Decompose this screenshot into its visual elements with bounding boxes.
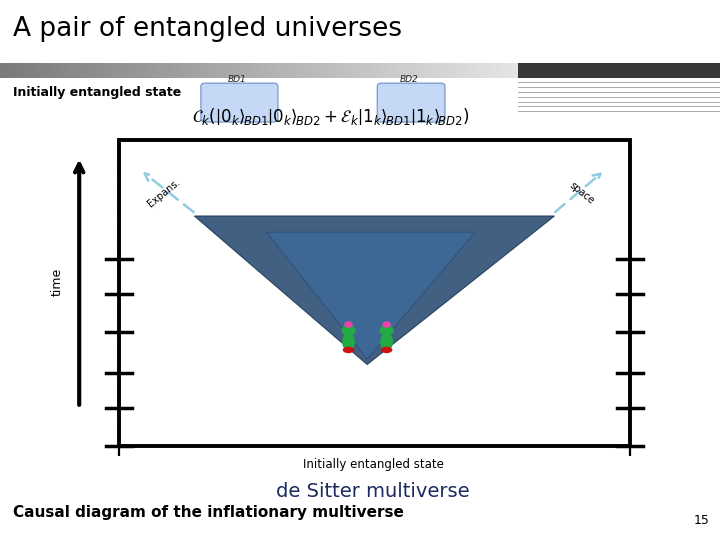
Bar xyxy=(268,63,276,78)
Ellipse shape xyxy=(381,347,392,353)
Bar xyxy=(190,63,199,78)
Bar xyxy=(397,63,406,78)
Bar xyxy=(432,63,441,78)
Text: space: space xyxy=(567,180,596,206)
Bar xyxy=(259,63,268,78)
Bar xyxy=(181,63,190,78)
Text: 15: 15 xyxy=(693,514,709,526)
Text: time: time xyxy=(51,268,64,296)
Bar xyxy=(164,63,173,78)
Bar xyxy=(501,63,510,78)
Text: BD2: BD2 xyxy=(400,75,418,84)
Ellipse shape xyxy=(380,333,393,350)
Bar xyxy=(69,63,78,78)
Text: Initially entangled state: Initially entangled state xyxy=(13,86,181,99)
Bar xyxy=(104,63,112,78)
Bar xyxy=(337,63,346,78)
Bar xyxy=(17,63,26,78)
Bar xyxy=(423,63,432,78)
Text: Expans.: Expans. xyxy=(146,177,182,209)
Bar xyxy=(43,63,52,78)
Ellipse shape xyxy=(343,347,354,353)
Bar xyxy=(311,63,320,78)
FancyBboxPatch shape xyxy=(201,83,278,122)
Bar xyxy=(363,63,372,78)
Ellipse shape xyxy=(342,333,355,350)
Bar xyxy=(302,63,311,78)
Bar xyxy=(510,63,518,78)
Bar xyxy=(60,63,69,78)
Bar xyxy=(484,63,492,78)
Text: Initially entangled state: Initially entangled state xyxy=(302,458,444,471)
Bar xyxy=(95,63,104,78)
Bar xyxy=(78,63,86,78)
Bar xyxy=(251,63,259,78)
Bar xyxy=(441,63,449,78)
Circle shape xyxy=(379,325,394,336)
Bar xyxy=(328,63,337,78)
Polygon shape xyxy=(194,216,554,364)
Bar xyxy=(380,63,389,78)
Text: A pair of entangled universes: A pair of entangled universes xyxy=(13,16,402,42)
Bar xyxy=(415,63,423,78)
Bar xyxy=(225,63,233,78)
Bar xyxy=(518,63,720,78)
Bar xyxy=(173,63,181,78)
Bar xyxy=(406,63,415,78)
Text: Causal diagram of the inflationary multiverse: Causal diagram of the inflationary multi… xyxy=(13,505,404,520)
Bar xyxy=(285,63,294,78)
Bar xyxy=(147,63,156,78)
Text: $\mathcal{C}_k\left(\left|0_k\right\rangle_{\!BD1}\left|0_k\right\rangle_{\!BD2}: $\mathcal{C}_k\left(\left|0_k\right\rang… xyxy=(192,106,470,126)
Bar xyxy=(130,63,138,78)
Circle shape xyxy=(341,325,356,336)
Bar xyxy=(35,63,43,78)
Bar xyxy=(216,63,225,78)
Bar xyxy=(86,63,95,78)
Bar xyxy=(320,63,328,78)
Bar xyxy=(0,63,9,78)
Bar xyxy=(199,63,207,78)
Bar xyxy=(138,63,147,78)
Text: BD1: BD1 xyxy=(228,75,247,84)
Bar xyxy=(449,63,458,78)
Bar xyxy=(233,63,242,78)
Bar xyxy=(242,63,251,78)
Text: de Sitter multiverse: de Sitter multiverse xyxy=(276,482,469,501)
Polygon shape xyxy=(266,232,475,359)
Bar xyxy=(467,63,475,78)
Bar xyxy=(458,63,467,78)
Bar xyxy=(52,63,60,78)
Bar xyxy=(156,63,164,78)
Bar xyxy=(372,63,380,78)
Bar xyxy=(389,63,397,78)
Circle shape xyxy=(382,321,391,328)
Bar xyxy=(26,63,35,78)
Bar xyxy=(346,63,354,78)
Bar xyxy=(9,63,17,78)
Bar xyxy=(294,63,302,78)
Bar xyxy=(112,63,121,78)
FancyBboxPatch shape xyxy=(377,83,445,122)
Bar xyxy=(119,140,630,446)
Bar xyxy=(475,63,484,78)
Bar xyxy=(207,63,216,78)
Bar xyxy=(354,63,363,78)
Bar xyxy=(492,63,501,78)
Bar xyxy=(276,63,285,78)
Bar xyxy=(121,63,130,78)
Circle shape xyxy=(344,321,353,328)
